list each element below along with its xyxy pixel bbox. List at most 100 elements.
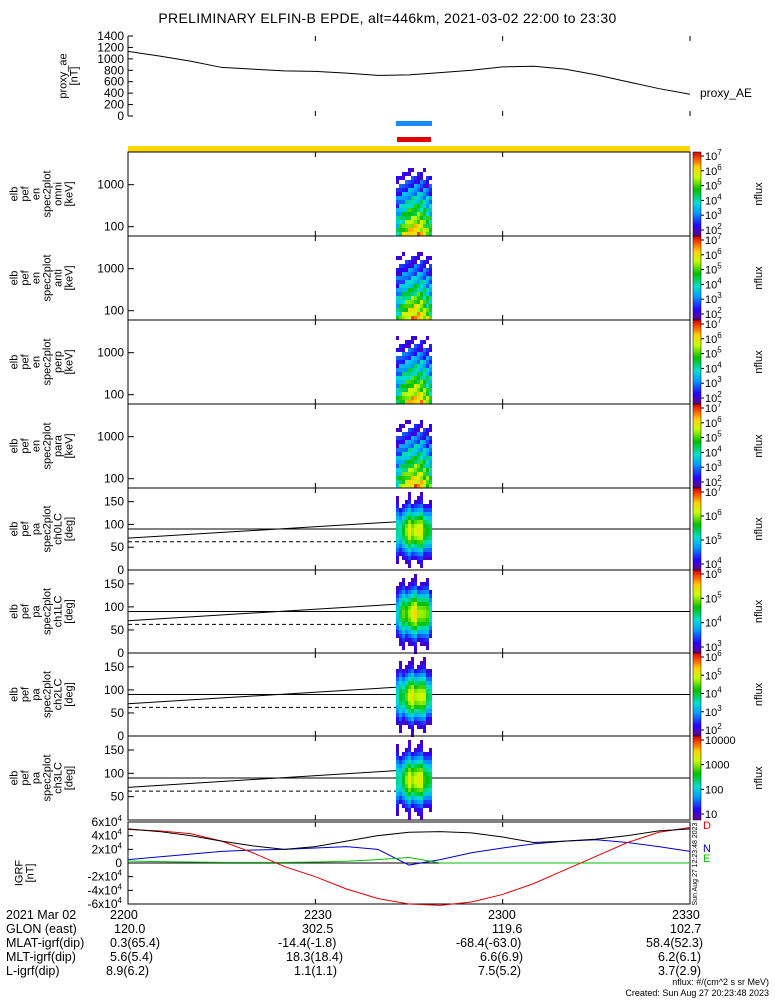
spectrogram-cell <box>417 384 420 388</box>
spectrogram-cell <box>414 524 417 528</box>
spectrogram-cell <box>423 594 426 598</box>
spectrogram-cell <box>414 808 417 812</box>
spectrogram-cell <box>396 528 399 532</box>
spectrogram-cell <box>429 292 432 296</box>
spectrogram-cell <box>414 296 417 300</box>
spectrogram-cell <box>426 532 429 536</box>
spectrogram-cell <box>396 392 399 396</box>
spectrogram-cell <box>423 264 426 268</box>
spectrogram-cell <box>408 308 411 312</box>
spectrogram-cell <box>399 729 402 733</box>
spectrogram-cell <box>402 472 405 476</box>
spectrogram-cell <box>414 681 417 685</box>
spectrogram-cell <box>396 272 399 276</box>
spectrogram-cell <box>423 717 426 721</box>
y-tick-label: 50 <box>111 706 125 720</box>
spectrogram-cell <box>396 388 399 392</box>
spectrogram-cell <box>402 208 405 212</box>
spectrogram-cell <box>414 574 417 578</box>
igrf-tick-label: 4x104 <box>92 828 123 843</box>
spectrogram-cell <box>411 460 414 464</box>
spectrogram-cell <box>396 224 399 228</box>
spectrogram-cell <box>423 276 426 280</box>
spectrogram-cell <box>402 768 405 772</box>
spectrogram-cell <box>414 693 417 697</box>
spectrogram-cell <box>420 638 423 642</box>
spectrogram-cell <box>408 582 411 586</box>
spectrogram-cell <box>420 200 423 204</box>
spectrogram-cell <box>429 196 432 200</box>
spectrogram-cell <box>402 673 405 677</box>
spectrogram-cell <box>411 352 414 356</box>
spectrogram-cell <box>414 768 417 772</box>
spectrogram-cell <box>405 360 408 364</box>
spectrogram-cell <box>396 524 399 528</box>
spectrogram-cell <box>408 376 411 380</box>
spectrogram-cell <box>414 476 417 480</box>
spectrogram-cell <box>399 292 402 296</box>
panel-ylabel: [keV] <box>64 433 76 458</box>
colorbar-tick-label: 106 <box>705 566 722 581</box>
spectrogram-cell <box>405 610 408 614</box>
spectrogram-cell <box>414 792 417 796</box>
spectrogram-cell <box>399 548 402 552</box>
spectrogram-cell <box>429 380 432 384</box>
panel-ylabel: [deg] <box>64 599 76 623</box>
spectrogram-cell <box>417 614 420 618</box>
spectrogram-cell <box>402 622 405 626</box>
spectrogram-cell <box>408 626 411 630</box>
spectrogram-cell <box>429 685 432 689</box>
spectrogram-cell <box>405 796 408 800</box>
spectrogram-cell <box>396 556 399 560</box>
spectrogram-cell <box>405 673 408 677</box>
spectrogram-cell <box>417 748 420 752</box>
spectrogram-cell <box>411 760 414 764</box>
spectrogram-cell <box>423 208 426 212</box>
spectrogram-cell <box>426 400 429 404</box>
spectrogram-cell <box>420 618 423 622</box>
spectrogram-cell <box>408 500 411 504</box>
spectrogram-cell <box>423 456 426 460</box>
spectrogram-cell <box>426 544 429 548</box>
spectrogram-cell <box>429 528 432 532</box>
spectrogram-cell <box>420 752 423 756</box>
figure-title: PRELIMINARY ELFIN-B EPDE, alt=446km, 202… <box>158 10 617 26</box>
colorbar-tick-label: 106 <box>705 163 722 178</box>
spectrogram-cell <box>429 772 432 776</box>
panel-ylabel: ch3LC <box>53 762 65 794</box>
colorbar-tick-label: 107 <box>705 232 722 247</box>
spectrogram-cell <box>426 176 429 180</box>
spectrogram-cell <box>399 480 402 484</box>
spectrogram-cell <box>414 520 417 524</box>
spectrogram-cell <box>396 677 399 681</box>
spectrogram-cell <box>417 252 420 256</box>
spectrogram-cell <box>402 384 405 388</box>
spectrogram-cell <box>396 232 399 236</box>
spectrogram-cell <box>429 212 432 216</box>
spectrogram-cell <box>399 364 402 368</box>
spectrogram-cell <box>396 296 399 300</box>
spectrogram-cell <box>405 760 408 764</box>
spectrogram-cell <box>399 464 402 468</box>
spectrogram-cell <box>423 705 426 709</box>
spectrogram-cell <box>423 598 426 602</box>
spectrogram-cell <box>411 594 414 598</box>
spectrogram-cell <box>429 516 432 520</box>
spectrogram-cell <box>402 380 405 384</box>
spectrogram-cell <box>396 776 399 780</box>
spectrogram-cell <box>420 232 423 236</box>
spectrogram-cell <box>420 500 423 504</box>
spectrogram-cell <box>405 396 408 400</box>
spectrogram-cell <box>414 642 417 646</box>
spectrogram-cell <box>426 208 429 212</box>
spectrogram-cell <box>408 276 411 280</box>
spectrogram-cell <box>414 316 417 320</box>
spectrogram-cell <box>414 697 417 701</box>
spectrogram-cell <box>402 800 405 804</box>
spectrogram-cell <box>414 685 417 689</box>
spectrogram-cell <box>426 256 429 260</box>
spectrogram-cell <box>411 630 414 634</box>
spectrogram-cells <box>396 492 432 568</box>
colorbar-tick-label: 103 <box>705 291 722 306</box>
spectrogram-cell <box>411 356 414 360</box>
